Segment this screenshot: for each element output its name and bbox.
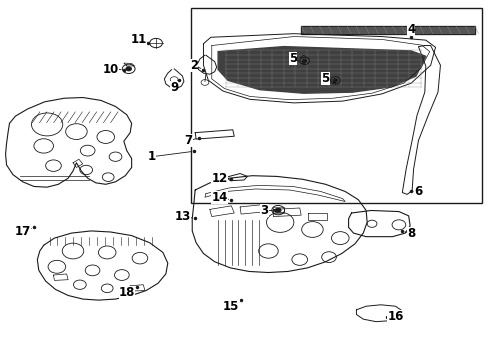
Text: 4: 4: [407, 23, 415, 36]
Text: 9: 9: [170, 81, 178, 94]
Text: 5: 5: [289, 52, 297, 65]
Circle shape: [275, 208, 281, 212]
Text: 11: 11: [130, 32, 147, 46]
Circle shape: [333, 79, 338, 82]
Text: 13: 13: [175, 210, 191, 223]
Text: 8: 8: [407, 227, 415, 240]
Text: 5: 5: [321, 72, 330, 85]
Text: 7: 7: [185, 134, 193, 147]
Text: 18: 18: [119, 287, 135, 300]
Circle shape: [302, 59, 307, 63]
Text: 16: 16: [387, 310, 404, 324]
Circle shape: [126, 67, 132, 71]
Text: 1: 1: [148, 150, 156, 163]
Polygon shape: [218, 46, 426, 93]
Text: 2: 2: [190, 59, 198, 72]
Bar: [191, 8, 482, 203]
Text: 3: 3: [261, 204, 269, 217]
Text: 10: 10: [102, 63, 119, 76]
Text: 12: 12: [212, 172, 228, 185]
Text: 17: 17: [15, 225, 31, 238]
Polygon shape: [301, 26, 475, 34]
Text: 14: 14: [211, 192, 228, 204]
Text: 15: 15: [223, 300, 240, 313]
Text: 6: 6: [415, 185, 422, 198]
